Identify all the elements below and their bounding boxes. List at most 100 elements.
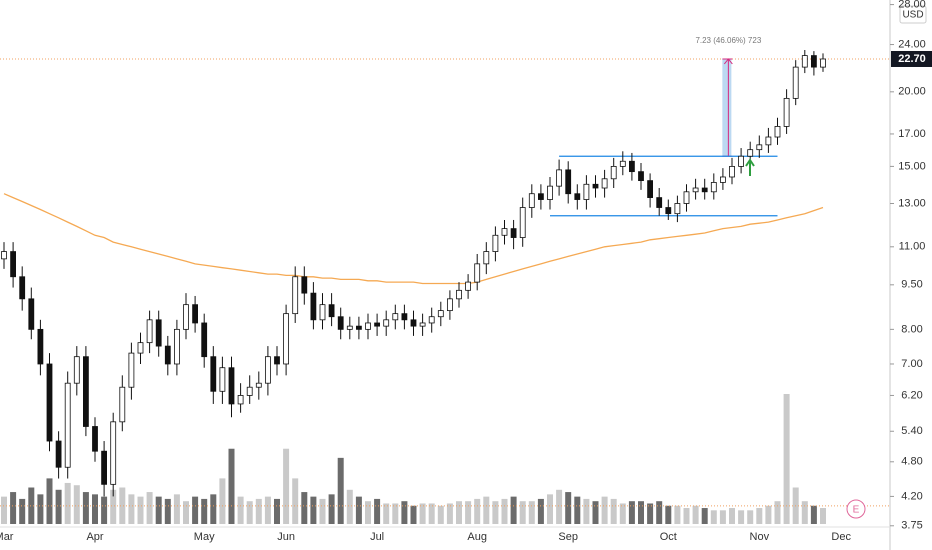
volume-bar [101, 496, 108, 524]
candle-body [519, 207, 526, 238]
volume-bar [328, 494, 335, 524]
candle-body [164, 345, 171, 365]
candle-body [410, 319, 417, 327]
volume-bar [701, 508, 708, 524]
candle-body [283, 313, 290, 365]
volume-bar [164, 498, 171, 524]
candle-body [101, 450, 107, 485]
candle-body [374, 322, 381, 327]
candle-body [337, 316, 344, 330]
candle-body [292, 276, 299, 315]
volume-bar [465, 501, 472, 524]
candle-body [392, 313, 399, 321]
volume-bar [437, 505, 444, 524]
candle-body [538, 193, 544, 200]
candle-body [146, 319, 153, 344]
candle-body [128, 352, 135, 388]
candle-body [428, 316, 435, 324]
volume-bar [565, 492, 572, 524]
earnings-label: E [853, 505, 860, 516]
volume-bar [110, 489, 117, 524]
volume-bar [355, 496, 362, 524]
volume-bar [692, 505, 699, 524]
volume-bar [219, 478, 226, 524]
candle-body [765, 136, 772, 146]
candle-body [310, 292, 317, 321]
candle-body [355, 325, 362, 330]
x-tick-label: May [194, 531, 215, 543]
volume-bar [729, 508, 735, 524]
volume-bar [419, 503, 426, 524]
volume-bar [37, 494, 44, 524]
earnings-marker[interactable] [846, 499, 866, 519]
volume-bar [674, 505, 681, 524]
candle-body [701, 187, 708, 193]
y-tick-label: 13.00 [898, 197, 926, 209]
volume-bar [483, 496, 490, 524]
volume-bar [264, 496, 271, 524]
volume-bar [228, 448, 235, 524]
candle-body [638, 171, 644, 182]
volume-bar [628, 501, 635, 524]
candle-body [1, 251, 7, 260]
volume-bar [137, 496, 144, 524]
x-tick-label: Jul [370, 531, 384, 543]
candle-body [583, 183, 590, 200]
candle-body [474, 263, 481, 283]
y-tick-label: 24.00 [898, 38, 926, 50]
candle-body [55, 440, 62, 468]
price-tag [891, 50, 932, 67]
y-tick-label: 28.00 [898, 0, 926, 10]
volume-bar [155, 496, 162, 524]
volume-bar [474, 498, 481, 524]
candle-body [665, 207, 672, 215]
candle-body [274, 356, 280, 365]
volume-bar [10, 492, 17, 524]
volume-bar [46, 478, 53, 524]
candle-body [19, 276, 26, 300]
candle-body [10, 251, 17, 278]
volume-bar [374, 498, 381, 524]
y-tick-label: 17.00 [898, 128, 926, 140]
volume-bar [456, 501, 462, 524]
y-tick-label: 11.00 [899, 241, 926, 253]
currency-box[interactable] [899, 5, 927, 24]
volume-bar [92, 494, 98, 524]
candle-body [201, 322, 208, 358]
x-tick-label: Nov [750, 531, 770, 543]
volume-bar [719, 510, 726, 524]
candle-body [346, 325, 353, 330]
candle-body [28, 298, 35, 330]
candle-body [801, 55, 808, 68]
currency: USD [902, 10, 923, 21]
candle-body [92, 426, 98, 452]
volume-bar [810, 505, 817, 524]
volume-bar [537, 498, 544, 524]
candle-body [528, 193, 535, 208]
candle-body [565, 169, 572, 195]
candle-body [228, 367, 235, 405]
candle-body [119, 386, 126, 423]
volume-bar [346, 489, 353, 524]
volume-bar [28, 487, 35, 524]
volume-bar [301, 492, 308, 524]
candle-body [619, 160, 626, 167]
candle-body [774, 126, 781, 138]
candle-body [656, 197, 663, 208]
candle-body [556, 169, 562, 187]
candle-body [747, 149, 754, 157]
candle-body [73, 356, 80, 384]
volume-bar [774, 501, 781, 524]
volume-bar [1, 496, 7, 524]
candle-body [319, 304, 326, 321]
y-tick-label: 4.20 [901, 490, 922, 502]
volume-bar [128, 494, 135, 524]
volume-bar [738, 510, 745, 524]
volume-bar [310, 496, 317, 524]
volume-bar [820, 508, 826, 524]
candle-body [264, 356, 271, 384]
candle-body [501, 228, 508, 236]
volume-bar [638, 501, 644, 524]
